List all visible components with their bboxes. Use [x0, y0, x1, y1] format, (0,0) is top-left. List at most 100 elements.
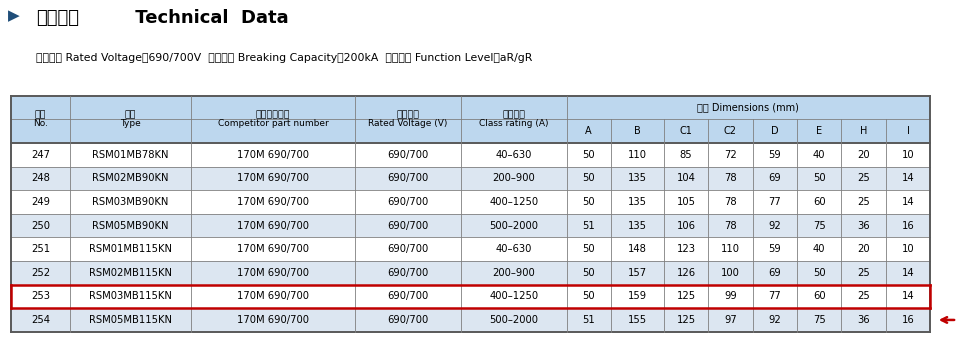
Text: 110: 110: [721, 244, 740, 254]
Text: 40–630: 40–630: [496, 150, 532, 160]
Text: 500–2000: 500–2000: [489, 221, 538, 231]
Text: ▶: ▶: [8, 9, 19, 24]
Text: 690/700: 690/700: [388, 268, 429, 278]
Text: 序号: 序号: [34, 110, 46, 120]
Text: 77: 77: [768, 291, 781, 301]
Text: 75: 75: [812, 315, 826, 325]
Text: 106: 106: [677, 221, 696, 231]
Text: 400–1250: 400–1250: [489, 291, 538, 301]
Text: 690/700: 690/700: [388, 221, 429, 231]
Text: 253: 253: [31, 291, 50, 301]
Text: 尺寸 Dimensions (mm): 尺寸 Dimensions (mm): [698, 103, 799, 113]
Text: 同类产品型号: 同类产品型号: [256, 110, 290, 120]
Text: 250: 250: [31, 221, 50, 231]
Text: 135: 135: [628, 221, 647, 231]
Text: Type: Type: [120, 119, 141, 128]
Text: 20: 20: [857, 150, 870, 160]
Text: RSM02MB115KN: RSM02MB115KN: [89, 268, 172, 278]
Text: 78: 78: [724, 173, 737, 183]
Text: RSM03MB90KN: RSM03MB90KN: [92, 197, 168, 207]
Text: RSM05MB90KN: RSM05MB90KN: [92, 221, 168, 231]
Text: 690/700: 690/700: [388, 291, 429, 301]
Bar: [11, 167, 930, 190]
Bar: [11, 237, 930, 261]
Text: 40: 40: [812, 244, 826, 254]
Text: 126: 126: [677, 268, 696, 278]
Text: 60: 60: [812, 197, 826, 207]
Text: 105: 105: [677, 197, 696, 207]
Text: 25: 25: [857, 291, 870, 301]
Bar: [11, 285, 930, 308]
Text: 50: 50: [583, 197, 595, 207]
Text: 50: 50: [583, 291, 595, 301]
Text: 200–900: 200–900: [492, 268, 535, 278]
Text: 10: 10: [901, 150, 914, 160]
Text: B: B: [634, 126, 641, 136]
Text: 170M 690/700: 170M 690/700: [237, 315, 309, 325]
Text: 40–630: 40–630: [496, 244, 532, 254]
Text: 92: 92: [768, 315, 781, 325]
Text: 25: 25: [857, 197, 870, 207]
Text: Rated Voltage (V): Rated Voltage (V): [368, 119, 448, 128]
Text: D: D: [771, 126, 779, 136]
Text: 60: 60: [812, 291, 826, 301]
Text: 249: 249: [31, 197, 50, 207]
Bar: [11, 214, 930, 237]
Text: 170M 690/700: 170M 690/700: [237, 268, 309, 278]
Text: I: I: [906, 126, 909, 136]
Text: Technical  Data: Technical Data: [129, 9, 289, 27]
Text: Class rating (A): Class rating (A): [478, 119, 548, 128]
Text: 14: 14: [901, 291, 914, 301]
Text: 59: 59: [768, 244, 781, 254]
Text: No.: No.: [33, 119, 48, 128]
Text: 251: 251: [31, 244, 50, 254]
Text: RSM01MB115KN: RSM01MB115KN: [89, 244, 172, 254]
Text: 75: 75: [812, 221, 826, 231]
Text: 200–900: 200–900: [492, 173, 535, 183]
Text: 690/700: 690/700: [388, 197, 429, 207]
Text: 157: 157: [628, 268, 647, 278]
Text: RSM03MB115KN: RSM03MB115KN: [89, 291, 172, 301]
Text: 690/700: 690/700: [388, 173, 429, 183]
Text: 50: 50: [583, 268, 595, 278]
Text: 电流等级: 电流等级: [502, 110, 525, 120]
Text: 148: 148: [628, 244, 647, 254]
Text: 25: 25: [857, 173, 870, 183]
Text: 125: 125: [677, 291, 696, 301]
Text: 85: 85: [679, 150, 692, 160]
Text: 69: 69: [768, 173, 781, 183]
Text: 技术参数: 技术参数: [36, 9, 79, 27]
Text: Competitor part number: Competitor part number: [218, 119, 328, 128]
Bar: [11, 308, 930, 332]
Text: 690/700: 690/700: [388, 315, 429, 325]
Text: 400–1250: 400–1250: [489, 197, 538, 207]
Bar: [11, 143, 930, 167]
Text: RSM02MB90KN: RSM02MB90KN: [92, 173, 168, 183]
Text: 170M 690/700: 170M 690/700: [237, 150, 309, 160]
Text: 92: 92: [768, 221, 781, 231]
Text: 59: 59: [768, 150, 781, 160]
Text: 100: 100: [721, 268, 740, 278]
Text: 14: 14: [901, 197, 914, 207]
Text: 78: 78: [724, 221, 737, 231]
Text: 78: 78: [724, 197, 737, 207]
Text: 14: 14: [901, 173, 914, 183]
Text: 25: 25: [857, 268, 870, 278]
Text: 型号: 型号: [124, 110, 136, 120]
Text: 额定电压: 额定电压: [396, 110, 419, 120]
Text: 104: 104: [677, 173, 696, 183]
Text: 50: 50: [583, 244, 595, 254]
Text: 170M 690/700: 170M 690/700: [237, 197, 309, 207]
Text: 170M 690/700: 170M 690/700: [237, 244, 309, 254]
Text: 97: 97: [724, 315, 737, 325]
Text: 159: 159: [628, 291, 647, 301]
Text: 135: 135: [628, 197, 647, 207]
Text: 69: 69: [768, 268, 781, 278]
Text: E: E: [816, 126, 822, 136]
Text: 170M 690/700: 170M 690/700: [237, 291, 309, 301]
Text: 248: 248: [32, 173, 50, 183]
Text: 40: 40: [812, 150, 826, 160]
Text: 72: 72: [724, 150, 737, 160]
Text: 125: 125: [677, 315, 696, 325]
Text: A: A: [586, 126, 592, 136]
